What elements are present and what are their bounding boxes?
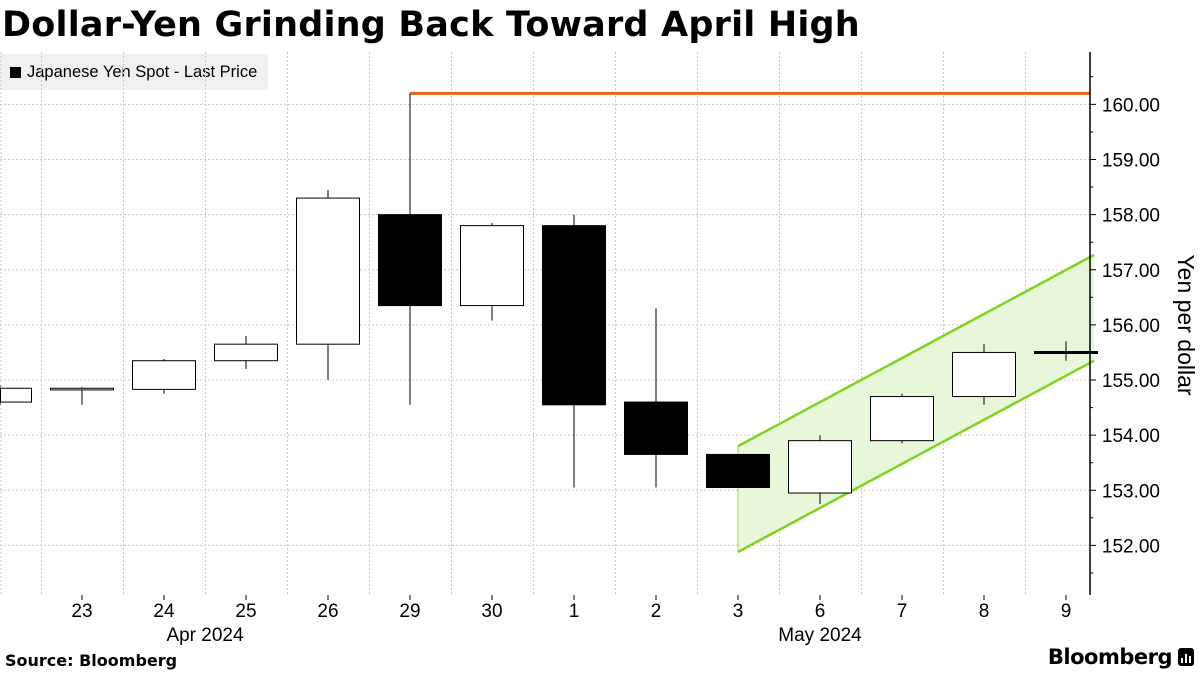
candle-body xyxy=(952,351,1016,398)
y-tick-label: 152.00 xyxy=(1102,536,1160,557)
x-tick-label: 25 xyxy=(235,601,256,622)
candle-body xyxy=(0,387,32,403)
y-tick-label: 154.00 xyxy=(1102,426,1160,447)
chart-title: Dollar-Yen Grinding Back Toward April Hi… xyxy=(2,5,860,45)
candle-body xyxy=(706,453,770,489)
y-tick-label: 158.00 xyxy=(1102,206,1160,227)
x-tick-label: 24 xyxy=(153,601,175,622)
y-tick-label: 153.00 xyxy=(1102,481,1160,502)
y-tick-label: 155.00 xyxy=(1102,371,1160,392)
candle-body xyxy=(624,401,688,455)
channel-lower-line xyxy=(737,359,1095,554)
x-tick-label: 3 xyxy=(733,601,744,622)
bloomberg-logo: Bloomberg xyxy=(1048,645,1194,669)
legend-swatch xyxy=(10,66,21,78)
y-tick-label: 157.00 xyxy=(1102,261,1160,282)
candle-body xyxy=(542,225,606,406)
x-tick-label: 30 xyxy=(481,601,502,622)
candle-body xyxy=(296,197,360,345)
x-month-label: Apr 2024 xyxy=(166,625,244,646)
x-tick-label: 8 xyxy=(979,601,990,622)
bloomberg-bar-chart-icon xyxy=(1178,648,1194,666)
candle-body xyxy=(870,396,934,442)
x-month-label: May 2024 xyxy=(778,625,862,646)
candle-body xyxy=(460,225,524,307)
channel-upper-line xyxy=(737,253,1095,448)
candle-body xyxy=(132,360,196,390)
source-text: Source: Bloomberg xyxy=(5,651,178,670)
x-tick-label: 9 xyxy=(1061,601,1072,622)
logo-wordmark: Bloomberg xyxy=(1047,645,1173,669)
candle-body xyxy=(214,343,278,362)
x-tick-label: 1 xyxy=(569,601,580,622)
y-tick-label: 159.00 xyxy=(1102,150,1160,171)
x-tick-label: 23 xyxy=(71,601,92,622)
x-tick-label: 29 xyxy=(399,601,420,622)
x-tick-label: 6 xyxy=(815,601,826,622)
x-tick-label: 26 xyxy=(317,601,338,622)
y-tick-label: 160.00 xyxy=(1102,95,1160,116)
candle-body xyxy=(788,440,852,494)
candle-body xyxy=(50,387,114,391)
legend: Japanese Yen Spot - Last Price xyxy=(0,54,269,90)
x-tick-label: 2 xyxy=(651,601,662,622)
candle-body xyxy=(378,214,442,307)
x-tick-label: 7 xyxy=(897,601,908,622)
y-axis-title: Yen per dollar xyxy=(1173,254,1199,395)
legend-label: Japanese Yen Spot - Last Price xyxy=(27,62,258,81)
y-tick-label: 156.00 xyxy=(1102,316,1160,337)
